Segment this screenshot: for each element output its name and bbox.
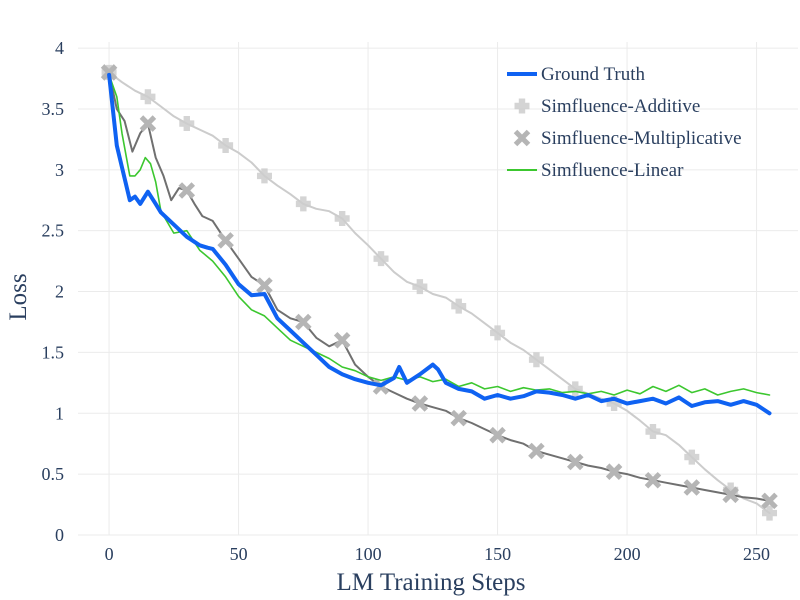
plus-marker [334, 211, 350, 227]
plus-marker [762, 505, 778, 521]
x-marker [178, 182, 196, 199]
y-tick-label: 1 [55, 403, 64, 423]
x-marker [217, 232, 234, 249]
x-marker [644, 471, 662, 489]
x-axis-title: LM Training Steps [337, 569, 526, 596]
x-tick-label: 0 [105, 544, 114, 564]
x-marker [100, 64, 118, 81]
y-tick-label: 0 [55, 525, 64, 545]
x-marker [489, 426, 506, 444]
plus-marker [256, 168, 272, 184]
plus-marker [179, 116, 195, 132]
legend-item-simfluence-linear[interactable]: Simfluence-Linear [507, 160, 684, 181]
x-marker [333, 331, 351, 349]
y-tick-label: 1.5 [42, 342, 65, 362]
plus-marker [295, 196, 311, 212]
y-tick-label: 2 [55, 282, 64, 302]
series-layer [100, 64, 778, 521]
plus-marker [645, 424, 661, 440]
x-marker [722, 486, 739, 504]
x-marker [566, 453, 584, 471]
y-axis-title: Loss [5, 273, 32, 320]
x-tick-label: 100 [355, 544, 382, 564]
plus-marker [451, 298, 467, 314]
legend-item-simfluence-multiplicative[interactable]: Simfluence-Multiplicative [513, 128, 742, 149]
plus-marker [723, 482, 739, 498]
legend-item-ground-truth[interactable]: Ground Truth [507, 64, 645, 85]
legend-label: Simfluence-Additive [541, 96, 700, 117]
x-marker [256, 277, 273, 294]
y-tick-label: 3.5 [42, 99, 65, 119]
x-marker [295, 313, 312, 331]
series-ground-truth [107, 72, 772, 416]
x-tick-label: 250 [743, 544, 770, 564]
series-simfluence-linear [108, 74, 771, 396]
tick-labels: 0 50 100 150 200 250 0 0.5 1 1.5 2 2.5 3 3.5 4 [42, 38, 771, 564]
y-tick-label: 2.5 [42, 221, 65, 241]
x-marker [450, 409, 467, 427]
legend-label: Simfluence-Multiplicative [541, 128, 742, 149]
x-marker [513, 129, 531, 147]
plus-marker [218, 137, 234, 153]
x-marker [139, 115, 157, 132]
series-simfluence-additive [101, 64, 778, 521]
x-marker [411, 395, 429, 412]
plus-marker [684, 449, 700, 465]
legend-label: Simfluence-Linear [541, 160, 684, 181]
y-tick-label: 0.5 [42, 464, 65, 484]
plus-marker [514, 98, 530, 114]
gridlines [78, 42, 798, 536]
x-marker [605, 463, 623, 480]
plus-marker [567, 381, 583, 397]
x-tick-label: 50 [230, 544, 248, 564]
series-line [107, 72, 772, 416]
x-marker [683, 479, 701, 496]
x-tick-label: 150 [484, 544, 511, 564]
plus-marker [373, 251, 389, 267]
plus-marker [606, 396, 622, 412]
plus-marker [140, 89, 156, 105]
legend[interactable]: Ground Truth Simfluence-Additive Simfluenc… [507, 64, 742, 181]
plus-marker [528, 352, 544, 368]
x-marker [761, 492, 778, 510]
series-line [108, 74, 771, 396]
plus-marker [412, 279, 428, 295]
y-tick-label: 3 [55, 160, 64, 180]
x-tick-label: 200 [614, 544, 641, 564]
plus-marker [490, 325, 506, 341]
legend-item-simfluence-additive[interactable]: Simfluence-Additive [514, 96, 701, 117]
series-simfluence-multiplicative [100, 64, 778, 510]
y-tick-label: 4 [55, 38, 64, 58]
x-marker [528, 442, 545, 460]
legend-label: Ground Truth [541, 64, 645, 85]
